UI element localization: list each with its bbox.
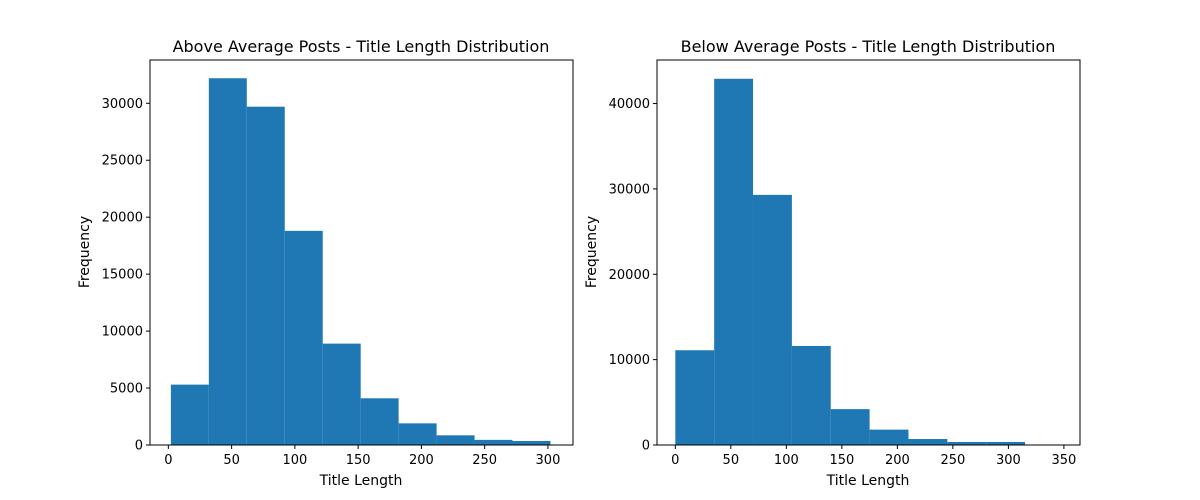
chart-title: Above Average Posts - Title Length Distr…	[173, 37, 550, 56]
x-axis-label: Title Length	[826, 473, 910, 489]
y-tick-label: 0	[642, 439, 650, 454]
y-axis-label: Frequency	[584, 216, 600, 288]
histogram-bar	[322, 343, 361, 445]
x-ticks: 0 50 100 150 200 250 300 350	[671, 445, 1076, 468]
x-tick-label: 350	[1051, 453, 1076, 468]
histogram-bar	[512, 441, 551, 445]
histogram-bar	[869, 429, 909, 445]
x-tick-label: 0	[671, 453, 679, 468]
y-axis-label: Frequency	[77, 216, 93, 288]
plot-frame	[656, 59, 1081, 446]
histogram-bar	[360, 398, 399, 445]
chart-panel-above-average: Above Average Posts - Title Length Distr…	[77, 37, 574, 489]
x-tick-label: 300	[536, 453, 561, 468]
x-tick-label: 200	[885, 453, 910, 468]
y-tick-label: 40000	[609, 97, 650, 112]
y-tick-label: 25000	[102, 154, 143, 169]
y-tick-label: 5000	[110, 382, 143, 397]
histogram-bar	[947, 442, 987, 445]
histogram-bar	[986, 442, 1026, 445]
histogram-bar	[753, 194, 792, 445]
histogram-bar	[474, 439, 513, 445]
x-tick-label: 150	[829, 453, 854, 468]
y-tick-label: 30000	[609, 182, 650, 197]
histogram-bar	[284, 230, 323, 445]
histogram-bar	[675, 350, 715, 445]
histogram-bar	[908, 439, 948, 445]
chart-panel-below-average: Below Average Posts - Title Length Distr…	[584, 37, 1081, 489]
histogram-bar	[208, 78, 247, 445]
x-tick-label: 200	[409, 453, 434, 468]
x-tick-label: 100	[774, 453, 799, 468]
histogram-bar	[714, 78, 754, 445]
x-tick-label: 250	[940, 453, 965, 468]
plot-frame	[149, 59, 574, 446]
y-tick-label: 10000	[102, 325, 143, 340]
y-ticks: 0 10000 20000 30000 40000	[609, 97, 657, 454]
y-tick-label: 15000	[102, 268, 143, 283]
bars-group	[170, 78, 551, 446]
chart-title: Below Average Posts - Title Length Distr…	[681, 37, 1056, 56]
x-tick-label: 300	[996, 453, 1021, 468]
x-ticks: 0 50 100 150 200 250 300	[164, 445, 560, 468]
histogram-bar	[830, 409, 870, 445]
y-tick-label: 20000	[102, 211, 143, 226]
x-axis-label: Title Length	[319, 473, 403, 489]
histogram-bar	[791, 345, 831, 445]
bars-group	[675, 78, 1026, 445]
x-tick-label: 150	[346, 453, 371, 468]
y-tick-label: 10000	[609, 353, 650, 368]
histogram-bar	[398, 423, 437, 445]
y-tick-label: 20000	[609, 268, 650, 283]
x-tick-label: 250	[472, 453, 497, 468]
histogram-bar	[436, 435, 475, 445]
x-tick-label: 100	[282, 453, 307, 468]
histogram-bar	[170, 384, 209, 445]
y-ticks: 0 5000 10000 15000 20000 25000 30000	[102, 97, 150, 454]
x-tick-label: 50	[223, 453, 240, 468]
x-tick-label: 50	[723, 453, 740, 468]
histogram-bar	[246, 106, 285, 446]
y-tick-label: 0	[135, 439, 143, 454]
y-tick-label: 30000	[102, 97, 143, 112]
x-tick-label: 0	[164, 453, 172, 468]
